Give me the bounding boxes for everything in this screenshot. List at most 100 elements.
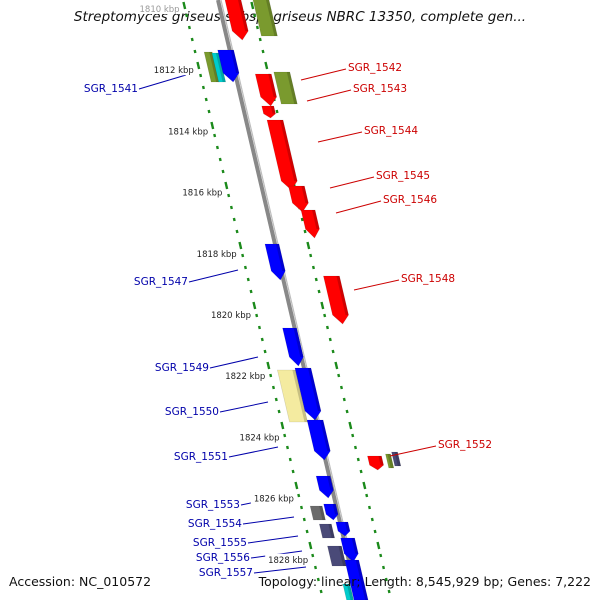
gene-sgr-1554-shade <box>332 504 339 515</box>
gene-features <box>203 0 402 600</box>
right-tick <box>342 397 346 402</box>
kbp-label-bg <box>250 492 295 504</box>
kbp-label: 1820 kbp <box>211 311 251 321</box>
left-tick <box>187 25 191 30</box>
gene-sgr-1542 <box>254 73 277 107</box>
kbp-label-bg <box>236 431 281 443</box>
gene-sgr-1555-shade <box>328 524 335 538</box>
gene-partial-top-red <box>224 0 249 41</box>
genome-title: Streptomyces griseus subsp. griseus NBRC… <box>73 9 527 25</box>
left-tick <box>274 397 278 402</box>
gene-sgr-1553 <box>315 475 334 499</box>
gene-sgr-1541-olive-shade <box>209 52 220 82</box>
left-tick <box>302 517 306 522</box>
gene-label-left: SGR_1555 <box>193 537 247 549</box>
gene-sgr-1541-cyan-shade <box>215 53 226 82</box>
left-tick <box>196 61 201 70</box>
gene-sgr-1544-shade <box>280 120 298 181</box>
kbp-label: 1826 kbp <box>254 495 294 505</box>
gene-sgr-1549 <box>282 327 304 367</box>
kbp-label-bg <box>179 186 224 198</box>
right-tick <box>253 13 257 18</box>
left-tick <box>257 325 261 330</box>
gene-sgr-1551-shade <box>320 420 331 451</box>
right-tick <box>362 481 367 490</box>
gene-sgr-1552 <box>367 455 384 471</box>
gene-sgr-1549-shade <box>293 328 304 357</box>
left-tick <box>263 349 267 354</box>
left-leader-line <box>209 356 259 369</box>
left-tick <box>305 529 309 534</box>
left-leader-line <box>253 566 307 574</box>
gene-label-left: SGR_1541 <box>84 83 138 95</box>
gene-sgr-1546-shade <box>312 210 320 229</box>
kbp-label: 1812 kbp <box>154 66 194 76</box>
left-tick <box>229 205 233 210</box>
gene-sgr-1556-shade <box>338 546 347 566</box>
left-tick <box>190 37 194 42</box>
gene-sgr-1545 <box>288 185 309 213</box>
left-tick <box>288 457 292 462</box>
left-tick <box>224 181 229 190</box>
left-tick <box>266 361 271 370</box>
gene-sgr-1548 <box>323 275 349 325</box>
right-tick <box>334 361 339 370</box>
left-tick <box>319 589 323 594</box>
left-tick <box>182 1 187 10</box>
gene-sgr-1541-blue <box>217 49 240 83</box>
gene-sgr-1555b-shade <box>344 522 351 532</box>
backbone-highlight <box>220 0 362 600</box>
right-leader-line <box>300 68 347 81</box>
left-tick <box>221 169 225 174</box>
kbp-label-bg <box>222 370 267 382</box>
left-tick <box>238 241 243 250</box>
gene-labels: SGR_1542 SGR_1543 SGR_1544 SGR_1545 SGR_1546… <box>84 62 492 579</box>
left-tick <box>185 13 189 18</box>
gene-sgr-1542-shade <box>268 74 277 97</box>
gene-sgr-1545-shade <box>301 186 309 203</box>
right-leader-line <box>389 445 437 457</box>
right-tick <box>306 241 311 250</box>
gene-sgr-1556 <box>327 545 347 567</box>
gene-sgr-1547-shade <box>275 244 286 271</box>
topology-summary: Topology: linear; Length: 8,545,929 bp; … <box>258 574 591 589</box>
left-tick <box>215 145 219 150</box>
right-tick <box>261 49 265 54</box>
gene-label-right: SGR_1543 <box>353 83 407 95</box>
left-leader-line <box>247 535 299 544</box>
right-leader-line <box>353 279 400 291</box>
right-tick <box>356 457 360 462</box>
left-tick <box>235 229 239 234</box>
left-tick <box>249 289 253 294</box>
gene-sgr-1546 <box>300 209 320 239</box>
gene-sgr-1554-dim-shade <box>319 506 326 520</box>
gene-label-right: SGR_1548 <box>401 273 455 285</box>
kbp-label-bg <box>165 125 210 137</box>
gene-sgr-1554 <box>323 503 339 521</box>
right-tick <box>320 301 325 310</box>
kbp-label: 1816 kbp <box>182 189 222 199</box>
gene-sgr-1554-dim <box>309 505 326 521</box>
right-tick <box>258 37 262 42</box>
right-tick <box>275 109 279 114</box>
gene-sgr-1551 <box>306 419 331 461</box>
left-tick <box>316 577 320 582</box>
gene-sgr-1541-olive <box>203 51 220 83</box>
gene-sgr-1544 <box>266 119 298 191</box>
left-leader-line <box>219 401 269 413</box>
left-tick <box>269 373 273 378</box>
left-tick <box>207 109 211 114</box>
right-tick <box>328 337 332 342</box>
gene-label-right: SGR_1546 <box>383 194 437 206</box>
gene-label-left: SGR_1556 <box>196 552 250 564</box>
left-tick <box>252 301 257 310</box>
gene-sgr-1550 <box>294 367 322 421</box>
left-tick <box>297 493 301 498</box>
right-tick <box>323 313 327 318</box>
gene-label-left: SGR_1557 <box>199 567 253 579</box>
left-tick <box>313 565 318 570</box>
gene-label-left: SGR_1553 <box>186 499 240 511</box>
accession-label: Accession: NC_010572 <box>9 574 152 589</box>
right-tick <box>353 445 358 450</box>
right-tick <box>264 61 269 70</box>
